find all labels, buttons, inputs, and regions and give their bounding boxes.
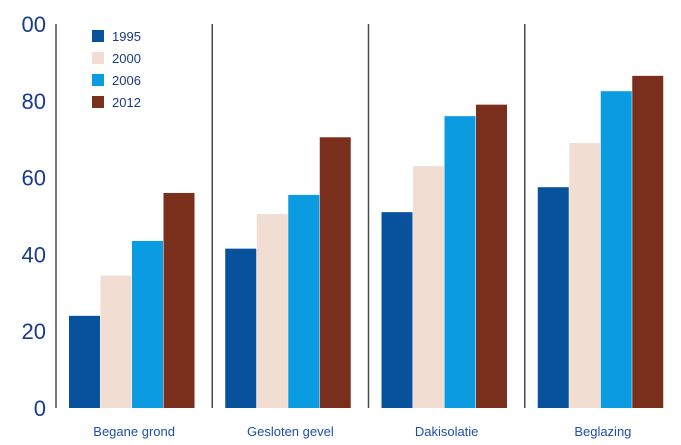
y-tick-label: 80 — [22, 89, 46, 114]
bar-2000-begane-grond — [100, 275, 132, 408]
legend-swatch-1995 — [92, 30, 104, 42]
x-category-label: Begane grond — [93, 424, 175, 439]
y-tick-label: 00 — [22, 12, 46, 37]
legend-swatch-2012 — [92, 96, 104, 108]
bar-2012-gesloten-gevel — [319, 137, 351, 408]
bar-1995-dakisolatie — [381, 212, 413, 408]
legend-label-2006: 2006 — [112, 73, 141, 88]
x-category-label: Dakisolatie — [415, 424, 479, 439]
legend: 1995 2000 2006 2012 — [92, 29, 141, 110]
category-separators — [55, 24, 526, 408]
bar-2012-dakisolatie — [476, 104, 507, 408]
bar-2012-beglazing — [632, 75, 664, 408]
x-category-label: Gesloten gevel — [247, 424, 334, 439]
y-tick-label: 40 — [22, 242, 46, 267]
legend-label-2012: 2012 — [112, 95, 141, 110]
bar-1995-gesloten-gevel — [225, 248, 257, 408]
bars — [69, 75, 664, 409]
bar-2006-dakisolatie — [444, 116, 476, 408]
legend-swatch-2006 — [92, 74, 104, 86]
y-tick-label: 20 — [22, 319, 46, 344]
bar-2012-begane-grond — [163, 192, 195, 408]
bar-2006-begane-grond — [132, 240, 163, 408]
legend-label-1995: 1995 — [112, 29, 141, 44]
bar-1995-beglazing — [537, 187, 569, 408]
bar-2000-beglazing — [569, 143, 601, 409]
bar-1995-begane-grond — [69, 315, 100, 408]
legend-swatch-2000 — [92, 52, 104, 64]
y-tick-label: 60 — [22, 166, 46, 191]
bar-2000-dakisolatie — [413, 166, 444, 408]
bar-2000-gesloten-gevel — [256, 214, 288, 408]
x-category-label: Beglazing — [574, 424, 631, 439]
y-tick-label: 0 — [34, 396, 46, 421]
legend-label-2000: 2000 — [112, 51, 141, 66]
y-axis: 0 20 40 60 80 00 — [22, 12, 46, 421]
bar-2006-gesloten-gevel — [288, 194, 320, 408]
bar-2006-beglazing — [600, 91, 632, 408]
x-axis-labels: Begane grond Gesloten gevel Dakisolatie Beg… — [93, 424, 631, 439]
